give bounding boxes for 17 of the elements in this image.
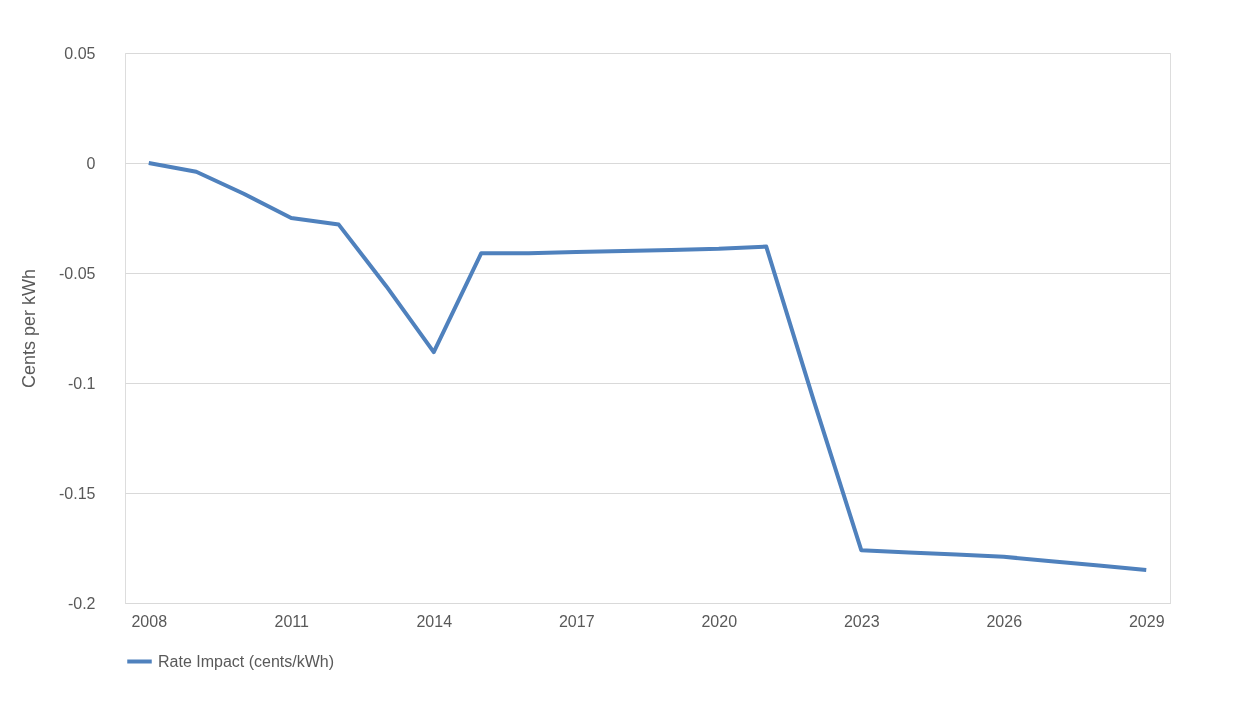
y-tick-label: -0.2	[67, 594, 96, 612]
y-tick-label: 0.05	[64, 44, 96, 62]
x-tick-label: 2011	[274, 612, 310, 630]
x-tick-label: 2023	[843, 612, 880, 630]
x-tick-label: 2020	[701, 612, 738, 630]
x-tick-label: 2014	[416, 612, 453, 630]
y-tick-label: -0.1	[67, 374, 96, 392]
x-tick-label: 2017	[558, 612, 595, 630]
x-tick-label: 2008	[131, 612, 168, 630]
y-tick-label: -0.05	[59, 264, 96, 282]
y-tick-label: 0	[86, 154, 96, 172]
line-series	[146, 161, 1149, 572]
y-tick-label: -0.15	[59, 484, 96, 502]
x-tick-label: 2026	[986, 612, 1023, 630]
legend-label: Rate Impact (cents/kWh)	[158, 652, 335, 670]
y-axis-title: Cents per kWh	[19, 268, 40, 389]
x-tick-label: 2029	[1128, 612, 1165, 630]
